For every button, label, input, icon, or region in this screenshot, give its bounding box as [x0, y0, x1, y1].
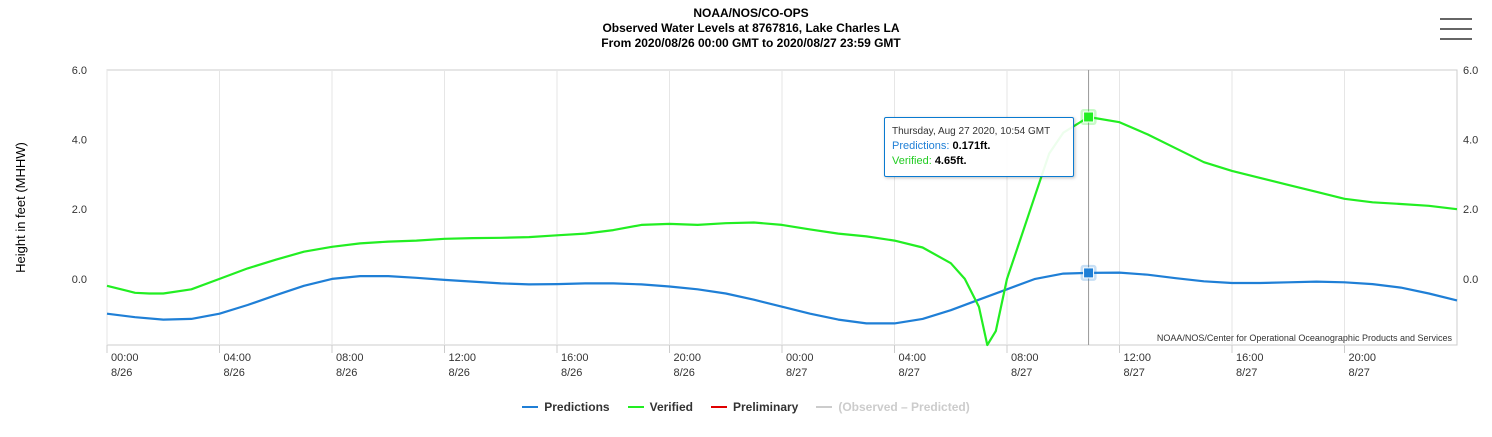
- x-tick-time: 16:00: [561, 352, 589, 364]
- x-tick-date: 8/26: [224, 367, 245, 379]
- y-tick-label-left: 6.0: [72, 65, 87, 77]
- y-axis-label: Height in feet (MHHW): [13, 142, 28, 273]
- x-tick-time: 20:00: [1349, 352, 1377, 364]
- x-tick-time: 12:00: [1124, 352, 1152, 364]
- x-tick-date: 8/26: [336, 367, 357, 379]
- hover-marker-verified: [1083, 111, 1095, 123]
- legend-label: Verified: [649, 400, 693, 414]
- series-line-verified: [106, 115, 1458, 347]
- legend-label: Preliminary: [732, 400, 799, 414]
- x-tick-date: 8/27: [1349, 367, 1370, 379]
- hover-marker-predictions: [1083, 267, 1095, 279]
- y-tick-label-right: 6.0: [1463, 65, 1478, 77]
- legend-swatch: [710, 406, 727, 408]
- tooltip-predictions: Predictions: 0.171ft.: [892, 139, 1066, 154]
- legend-item-preliminary[interactable]: Preliminary: [710, 400, 799, 414]
- legend-swatch: [816, 406, 833, 408]
- y-tick-label-left: 0.0: [72, 274, 87, 286]
- x-tick-time: 08:00: [336, 352, 364, 364]
- tooltip-verified: Verified: 4.65ft.: [892, 154, 1066, 169]
- x-tick-date: 8/27: [786, 367, 807, 379]
- x-tick-time: 08:00: [1011, 352, 1039, 364]
- legend-swatch: [627, 406, 644, 408]
- chart-credit: NOAA/NOS/Center for Operational Oceanogr…: [1157, 333, 1453, 343]
- y-tick-label-right: 2.0: [1463, 204, 1478, 216]
- x-tick-date: 8/27: [1124, 367, 1145, 379]
- x-tick-date: 8/26: [449, 367, 470, 379]
- legend-label: (Observed – Predicted): [838, 400, 970, 414]
- y-tick-label-left: 2.0: [72, 204, 87, 216]
- tooltip-ver-value: 4.65ft.: [934, 155, 967, 167]
- chart-title-line3: From 2020/08/26 00:00 GMT to 2020/08/27 …: [601, 36, 901, 50]
- chart-title-line2: Observed Water Levels at 8767816, Lake C…: [602, 21, 900, 35]
- x-tick-time: 16:00: [1236, 352, 1264, 364]
- y-tick-label-left: 4.0: [72, 135, 87, 147]
- legend-item-observed-minus-predicted[interactable]: (Observed – Predicted): [816, 400, 970, 414]
- x-tick-date: 8/27: [1236, 367, 1257, 379]
- hamburger-menu-icon[interactable]: [1440, 18, 1472, 44]
- y-tick-label-right: 0.0: [1463, 274, 1478, 286]
- tooltip-pred-value: 0.171ft.: [952, 140, 991, 152]
- x-tick-date: 8/27: [899, 367, 920, 379]
- chart-tooltip: Thursday, Aug 27 2020, 10:54 GMT Predict…: [884, 117, 1074, 177]
- chart-legend: Predictions Verified Preliminary (Observ…: [0, 400, 1492, 414]
- y-tick-label-right: 4.0: [1463, 135, 1478, 147]
- legend-item-verified[interactable]: Verified: [627, 400, 693, 414]
- legend-item-predictions[interactable]: Predictions: [522, 400, 610, 414]
- tooltip-date: Thursday, Aug 27 2020, 10:54 GMT: [892, 126, 1051, 137]
- x-tick-date: 8/27: [1011, 367, 1032, 379]
- x-tick-date: 8/26: [561, 367, 582, 379]
- tooltip-ver-label: Verified:: [892, 155, 935, 167]
- x-tick-time: 04:00: [899, 352, 927, 364]
- x-tick-time: 00:00: [786, 352, 814, 364]
- tooltip-pred-label: Predictions:: [892, 140, 953, 152]
- x-tick-time: 20:00: [674, 352, 702, 364]
- legend-swatch: [522, 406, 539, 408]
- chart-title-line1: NOAA/NOS/CO-OPS: [693, 6, 809, 20]
- x-tick-time: 00:00: [111, 352, 139, 364]
- x-tick-date: 8/26: [111, 367, 132, 379]
- x-tick-time: 12:00: [449, 352, 477, 364]
- x-tick-date: 8/26: [674, 367, 695, 379]
- x-tick-time: 04:00: [224, 352, 252, 364]
- legend-label: Predictions: [544, 400, 610, 414]
- chart-title-block: NOAA/NOS/CO-OPS Observed Water Levels at…: [0, 6, 1492, 51]
- series-line-predictions: [106, 271, 1458, 325]
